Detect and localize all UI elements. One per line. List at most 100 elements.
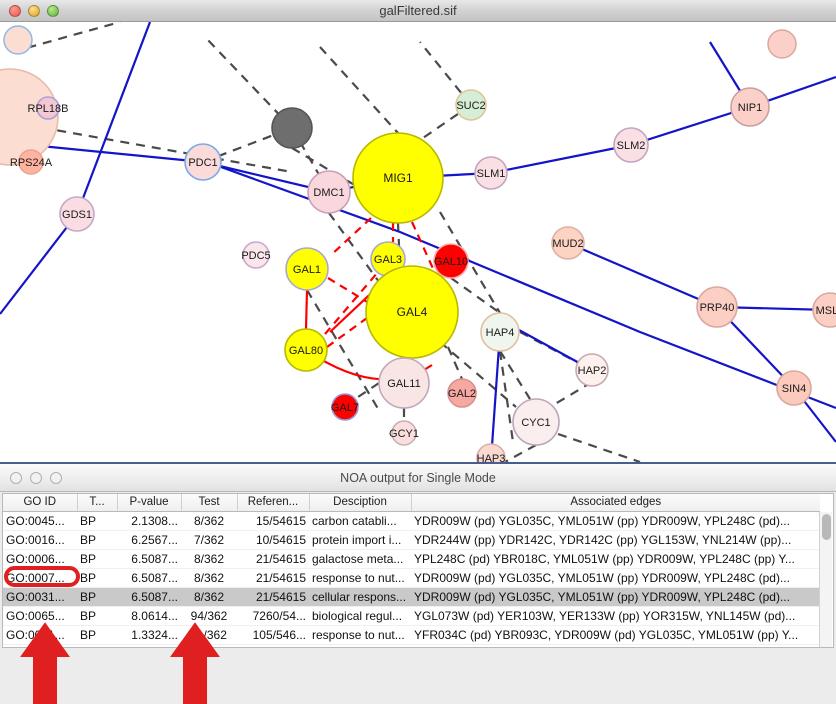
network-node[interactable]: PDC5 <box>241 241 271 269</box>
cell-p-value: 8.0614... <box>117 606 181 626</box>
zoom-button[interactable] <box>47 4 59 17</box>
table-row[interactable]: GO:0006... BP 6.5087... 8/362 21/54615 galact… <box>3 549 820 569</box>
column-header-reference[interactable]: Referen... <box>237 494 310 512</box>
column-header-test[interactable]: Test <box>181 494 238 512</box>
network-nodes[interactable] <box>0 25 797 166</box>
network-node[interactable]: SLM2 <box>613 127 649 163</box>
cell-associated-edges: YPL248C (pd) YBR018C, YML051W (pp) YDR00… <box>411 549 820 569</box>
noa-titlebar: NOA output for Single Mode <box>0 464 836 492</box>
cell-go-id: GO:0006... <box>3 549 77 569</box>
cell-type: BP <box>77 568 117 588</box>
network-node[interactable]: GCY1 <box>389 420 419 446</box>
cell-associated-edges: YGL073W (pd) YER103W, YER133W (pp) YOR31… <box>411 606 820 626</box>
cell-associated-edges: YDR009W (pd) YGL035C, YML051W (pp) YDR00… <box>411 587 820 607</box>
network-node[interactable]: RPS24A <box>10 149 53 175</box>
table-scrollbar-thumb[interactable] <box>822 514 831 540</box>
network-node[interactable]: PDC1 <box>184 143 222 181</box>
network-node[interactable]: MIG1 <box>352 132 444 224</box>
network-node[interactable]: SIN4 <box>776 370 812 406</box>
cell-associated-edges: YDR009W (pd) YGL035C, YML051W (pp) YDR00… <box>411 568 820 588</box>
network-node-label: PRP40 <box>700 302 735 314</box>
cell-go-id: GO:0045... <box>3 511 77 531</box>
network-node[interactable]: HAP2 <box>575 353 609 387</box>
network-node-label: GAL10 <box>434 256 468 268</box>
network-node[interactable]: GAL2 <box>447 378 477 408</box>
network-node[interactable] <box>271 107 313 149</box>
cell-description: carbon catabli... <box>309 511 411 531</box>
network-node[interactable]: SUC2 <box>455 89 487 121</box>
cell-test: 8/362 <box>181 511 237 531</box>
network-node[interactable]: SLM1 <box>474 156 508 190</box>
network-node-label: GAL4 <box>397 305 428 319</box>
network-node[interactable]: MSL5 <box>812 292 836 328</box>
noa-minimize-button[interactable] <box>30 471 42 484</box>
table-scrollbar[interactable] <box>819 512 832 647</box>
network-node[interactable]: HAP3 <box>476 443 506 462</box>
network-node[interactable]: GAL7 <box>331 393 359 421</box>
network-node[interactable] <box>767 29 797 59</box>
column-header-p-value[interactable]: P-value <box>117 494 182 512</box>
cell-associated-edges: YFR034C (pd) YBR093C, YDR009W (pd) YGL03… <box>411 644 820 647</box>
cell-associated-edges: YDR244W (pp) YDR142C, YDR142C (pp) YGL15… <box>411 530 820 550</box>
column-header-associated-edges[interactable]: Associated edges <box>411 494 820 512</box>
table-row[interactable]: GO:0045... BP 2.1308... 8/362 15/54615 carbon… <box>3 511 820 531</box>
cell-type: BP <box>77 587 117 607</box>
cell-description: galactose meta... <box>309 549 411 569</box>
network-node[interactable] <box>0 68 59 166</box>
cell-reference: 21/54615 <box>237 587 309 607</box>
cell-p-value: 2.1308... <box>117 511 181 531</box>
table-row[interactable]: GO:0065... BP 8.0614... 94/362 7260/54... bio… <box>3 606 820 626</box>
network-node[interactable]: GAL11 <box>378 357 430 409</box>
network-node[interactable]: MUD2 <box>551 226 585 260</box>
network-node[interactable]: DMC1 <box>307 170 351 214</box>
cell-test: 8/362 <box>181 568 237 588</box>
cell-test: 11/362 <box>181 625 237 645</box>
cell-reference: 7260/54... <box>237 606 309 626</box>
network-node[interactable] <box>3 25 33 55</box>
cell-type: BP <box>77 549 117 569</box>
network-node[interactable]: GAL4 <box>365 265 459 359</box>
network-node-label: MSL5 <box>816 305 836 317</box>
network-node[interactable]: GAL80 <box>284 328 328 372</box>
column-header-go-id[interactable]: GO ID <box>3 494 78 512</box>
table-row[interactable]: GO:0016... BP 6.2567... 7/362 10/54615 protei… <box>3 530 820 550</box>
noa-close-button[interactable] <box>10 471 22 484</box>
cell-description: cellular respons... <box>309 587 411 607</box>
noa-table-container: GO ID T... P-value Test Referen... Desci… <box>2 493 834 704</box>
network-canvas[interactable]: RPL18B RPS24A GDS1 PDC1 PDC5 DMC1 MIG1 SUC2 SLM1… <box>0 22 836 462</box>
table-row[interactable]: GO:0031...BP1.3324...11/362105/546...cel… <box>3 644 820 647</box>
network-node[interactable]: NIP1 <box>730 87 770 127</box>
column-header-description[interactable]: Desciption <box>309 494 412 512</box>
cell-go-id: GO:0007... <box>3 568 77 588</box>
cell-type: BP <box>77 530 117 550</box>
column-header-type[interactable]: T... <box>77 494 118 512</box>
cell-p-value: 6.5087... <box>117 568 181 588</box>
cell-reference: 15/54615 <box>237 511 309 531</box>
table-body: GO:0045... BP 2.1308... 8/362 15/54615 carbon… <box>3 511 820 647</box>
table-row[interactable]: GO:0007... BP 6.5087... 8/362 21/54615 respon… <box>3 568 820 588</box>
cell-description: protein import i... <box>309 530 411 550</box>
network-node-label: GAL11 <box>387 378 420 390</box>
noa-results-table[interactable]: GO ID T... P-value Test Referen... Desci… <box>2 493 834 648</box>
table-row[interactable]: GO:0031... BP 6.5087... 8/362 21/54615 cellul… <box>3 587 820 607</box>
window-controls <box>9 4 59 17</box>
cell-p-value: 6.5087... <box>117 587 181 607</box>
cell-reference: 105/546... <box>237 644 309 647</box>
window-title: galFiltered.sif <box>379 3 457 18</box>
table-row[interactable]: GO:0031... BP 1.3324... 11/362 105/546... res… <box>3 625 820 645</box>
network-node[interactable]: RPL18B <box>28 96 69 120</box>
network-node[interactable]: GAL10 <box>433 243 469 279</box>
network-node[interactable]: PRP40 <box>696 286 738 328</box>
network-node[interactable]: GDS1 <box>59 196 95 232</box>
close-button[interactable] <box>9 4 21 17</box>
network-node-layer[interactable]: RPL18B RPS24A GDS1 PDC1 PDC5 DMC1 MIG1 SUC2 SLM1… <box>10 87 836 462</box>
noa-zoom-button[interactable] <box>50 471 62 484</box>
cell-associated-edges: YDR009W (pd) YGL035C, YML051W (pp) YDR00… <box>411 511 820 531</box>
network-node-label: SIN4 <box>782 383 806 395</box>
network-node-label: RPL18B <box>28 103 69 115</box>
network-node[interactable]: GAL1 <box>285 247 329 291</box>
network-node[interactable]: CYC1 <box>512 398 560 446</box>
network-node[interactable]: HAP4 <box>480 312 520 352</box>
minimize-button[interactable] <box>28 4 40 17</box>
